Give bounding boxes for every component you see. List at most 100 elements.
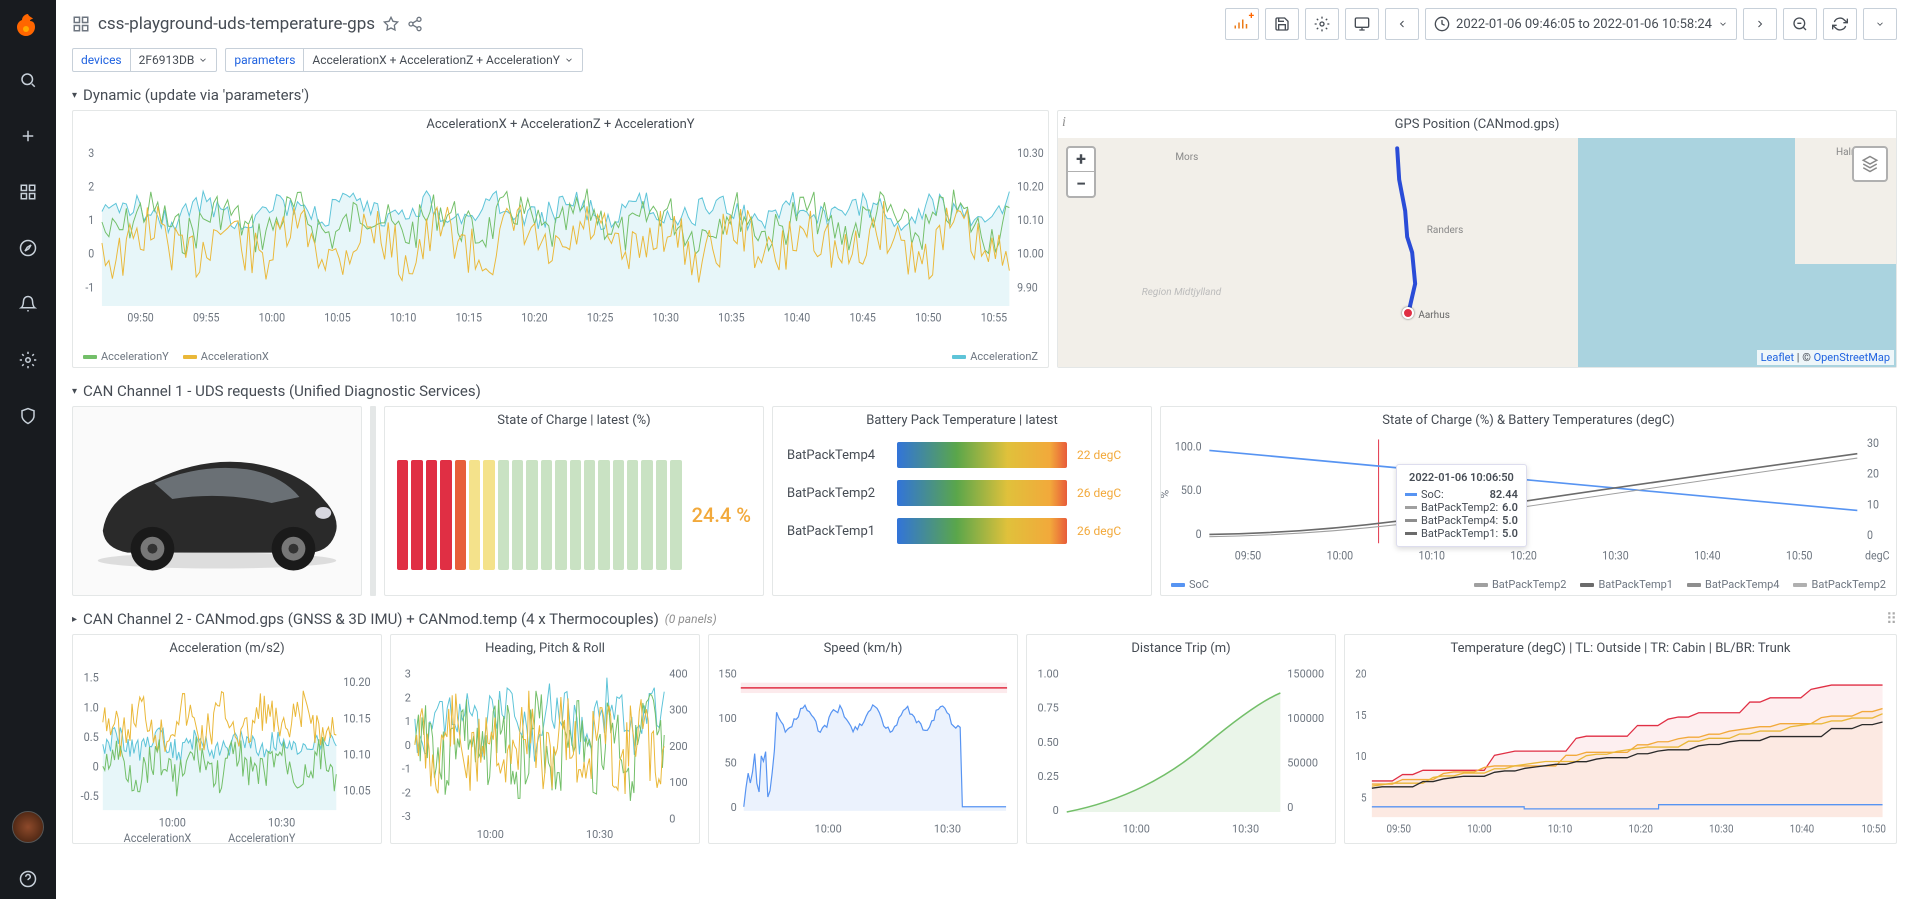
temp-row: BatPackTemp126 degC (787, 518, 1137, 544)
svg-text:-2: -2 (402, 786, 411, 799)
panel-temperature: Temperature (degC) | TL: Outside | TR: C… (1344, 634, 1897, 844)
section-can1-header[interactable]: ▾ CAN Channel 1 - UDS requests (Unified … (72, 376, 1897, 406)
panel-acceleration: AccelerationX + AccelerationZ + Accelera… (72, 110, 1049, 368)
panel-soc-temp-chart: State of Charge (%) & Battery Temperatur… (1160, 406, 1897, 596)
var-parameters[interactable]: parameters AccelerationX + AccelerationZ… (225, 48, 583, 72)
svg-text:10:45: 10:45 (849, 311, 875, 325)
svg-text:10:10: 10:10 (1548, 822, 1573, 836)
svg-text:0.25: 0.25 (1038, 770, 1059, 783)
plus-icon[interactable] (8, 116, 48, 156)
star-icon[interactable] (383, 16, 399, 32)
svg-text:10: 10 (1355, 750, 1366, 764)
svg-text:09:50: 09:50 (127, 311, 153, 325)
svg-text:09:55: 09:55 (193, 311, 219, 325)
svg-text:15: 15 (1355, 708, 1366, 722)
zoom-out-button[interactable] (1783, 8, 1817, 40)
svg-text:0: 0 (88, 247, 94, 261)
svg-text:09:50: 09:50 (1235, 548, 1261, 563)
svg-text:degC: degC (1865, 548, 1890, 563)
svg-text:10:50: 10:50 (1861, 822, 1886, 836)
svg-text:100: 100 (718, 712, 736, 725)
svg-text:10:40: 10:40 (1790, 822, 1815, 836)
svg-text:AccelerationY: AccelerationY (228, 830, 295, 843)
time-range-button[interactable]: 2022-01-06 09:46:05 to 2022-01-06 10:58:… (1425, 8, 1737, 40)
svg-text:400: 400 (669, 667, 687, 680)
svg-text:10:30: 10:30 (268, 815, 295, 830)
svg-text:0: 0 (731, 801, 737, 814)
svg-text:10:00: 10:00 (1123, 822, 1150, 835)
share-icon[interactable] (407, 16, 423, 32)
svg-text:150: 150 (718, 667, 736, 680)
svg-text:1.00: 1.00 (1038, 667, 1059, 680)
topbar: css-playground-uds-temperature-gps + 202… (56, 0, 1913, 48)
zoom-out-button[interactable]: − (1068, 172, 1094, 196)
svg-text:50000: 50000 (1287, 756, 1318, 769)
scrollbar[interactable] (370, 406, 376, 596)
svg-text:10:20: 10:20 (1628, 822, 1653, 836)
main: css-playground-uds-temperature-gps + 202… (56, 0, 1913, 899)
svg-text:1.5: 1.5 (84, 670, 100, 685)
time-fwd-button[interactable] (1743, 8, 1777, 40)
svg-text:30: 30 (1867, 435, 1879, 450)
svg-text:5: 5 (1361, 791, 1367, 805)
svg-text:0: 0 (405, 739, 411, 752)
svg-text:0: 0 (93, 759, 99, 774)
shield-icon[interactable] (8, 396, 48, 436)
svg-text:10:00: 10:00 (815, 822, 842, 835)
alerting-icon[interactable] (8, 284, 48, 324)
panel-soc-latest: State of Charge | latest (%) 24.4 % (384, 406, 764, 596)
svg-text:10:40: 10:40 (784, 311, 810, 325)
svg-text:20: 20 (1355, 667, 1366, 681)
config-icon[interactable] (8, 340, 48, 380)
svg-text:10:10: 10:10 (1419, 548, 1445, 563)
svg-text:0.50: 0.50 (1038, 736, 1059, 749)
map[interactable]: Mors Randers Aarhus Halmstad Region Midt… (1058, 138, 1896, 367)
svg-text:10:20: 10:20 (521, 311, 547, 325)
dashboards-icon[interactable] (8, 172, 48, 212)
svg-text:10.20: 10.20 (1017, 180, 1044, 194)
map-attribution: Leaflet | © OpenStreetMap (1757, 350, 1894, 365)
grafana-logo[interactable] (12, 12, 44, 44)
refresh-dropdown[interactable] (1863, 8, 1897, 40)
temp-row: BatPackTemp226 degC (787, 480, 1137, 506)
section-dynamic-header[interactable]: ▾ Dynamic (update via 'parameters') (72, 80, 1897, 110)
svg-text:-3: -3 (402, 810, 411, 823)
explore-icon[interactable] (8, 228, 48, 268)
tv-mode-button[interactable] (1345, 8, 1379, 40)
help-icon[interactable] (8, 859, 48, 899)
svg-text:100.0: 100.0 (1175, 439, 1202, 454)
time-back-button[interactable] (1385, 8, 1419, 40)
svg-text:10:50: 10:50 (1786, 548, 1812, 563)
svg-text:1.0: 1.0 (84, 700, 99, 715)
settings-button[interactable] (1305, 8, 1339, 40)
svg-text:10:35: 10:35 (718, 311, 744, 325)
refresh-button[interactable] (1823, 8, 1857, 40)
svg-text:1: 1 (88, 214, 94, 228)
zoom-in-button[interactable]: + (1068, 148, 1094, 172)
search-icon[interactable] (8, 60, 48, 100)
svg-text:10:30: 10:30 (934, 822, 961, 835)
map-layers-button[interactable] (1852, 146, 1888, 182)
add-panel-button[interactable]: + (1225, 8, 1259, 40)
svg-text:10.20: 10.20 (343, 675, 370, 690)
var-devices[interactable]: devices 2F6913DB (72, 48, 217, 72)
map-zoom[interactable]: +− (1066, 146, 1096, 198)
chevron-down-icon: ▾ (72, 90, 77, 101)
side-nav (0, 0, 56, 899)
svg-text:-1: -1 (85, 281, 94, 295)
svg-text:10.30: 10.30 (1017, 146, 1044, 160)
svg-text:10:00: 10:00 (1327, 548, 1353, 563)
svg-text:20: 20 (1867, 466, 1879, 481)
chevron-right-icon: ▸ (72, 614, 77, 625)
user-avatar[interactable] (12, 811, 44, 843)
section-can2-header[interactable]: ▸ CAN Channel 2 - CANmod.gps (GNSS & 3D … (72, 604, 1897, 634)
dashboard-title[interactable]: css-playground-uds-temperature-gps (98, 14, 375, 34)
save-button[interactable] (1265, 8, 1299, 40)
svg-text:10: 10 (1867, 497, 1879, 512)
svg-text:10:40: 10:40 (1694, 548, 1720, 563)
svg-text:10:30: 10:30 (1709, 822, 1734, 836)
drag-handle-icon[interactable]: ⠿ (1886, 610, 1897, 628)
svg-text:10:55: 10:55 (981, 311, 1007, 325)
panel-accel2: Acceleration (m/s2) 1.51.00.50-0.5 10.20… (72, 634, 382, 844)
info-icon[interactable]: i (1062, 115, 1066, 131)
